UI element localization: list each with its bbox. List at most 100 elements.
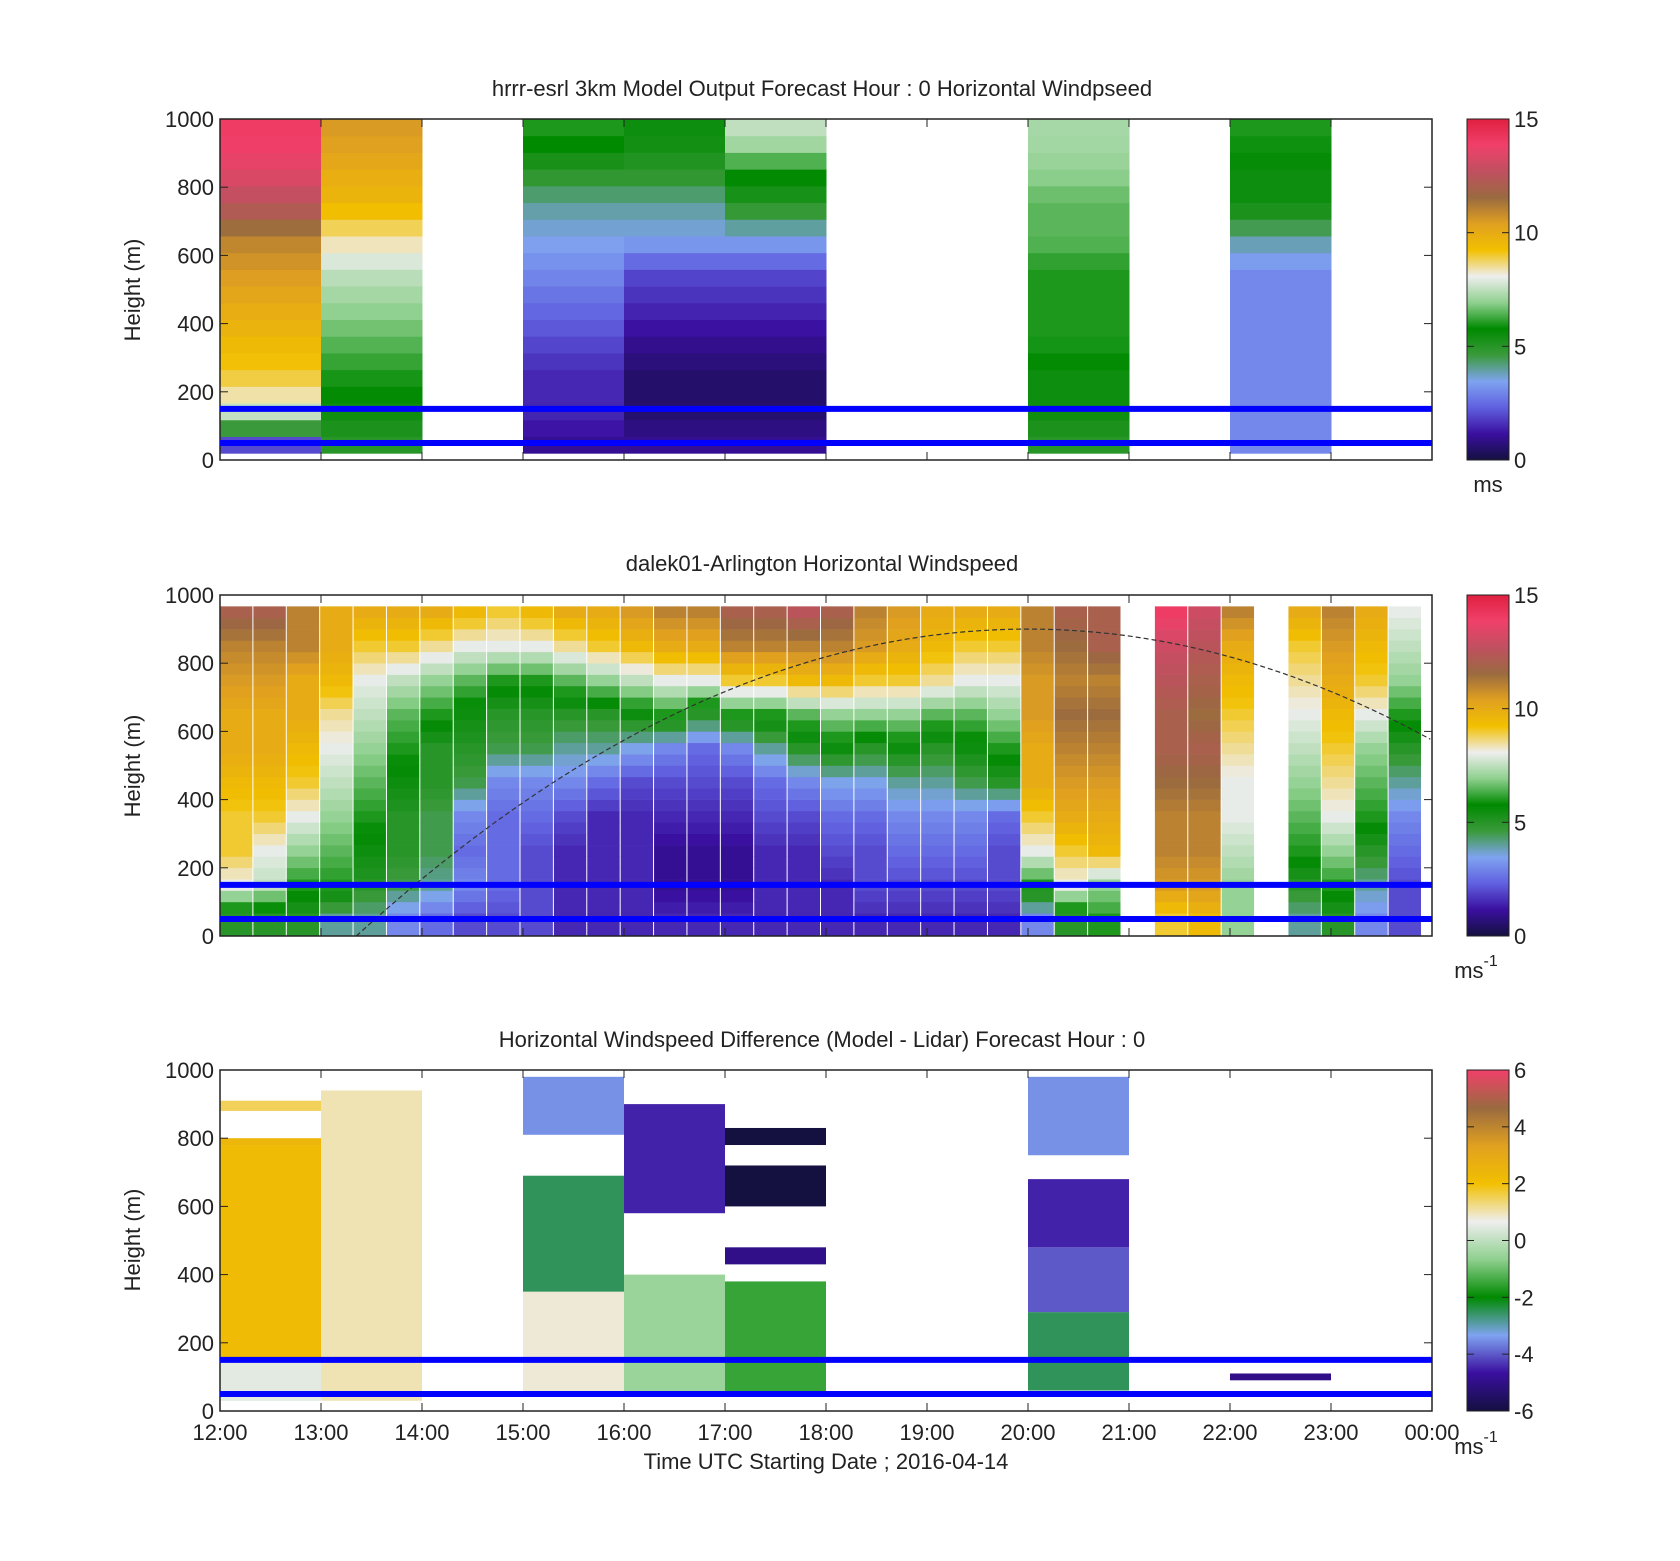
lidar-cell [420, 901, 453, 914]
lidar-cell [654, 720, 687, 732]
lidar-cell [821, 890, 854, 903]
lidar-cell [553, 776, 587, 789]
lidar-cell [854, 651, 887, 664]
model-cell [1230, 386, 1332, 404]
lidar-cell [987, 720, 1021, 732]
lidar-cell [1088, 845, 1121, 857]
lidar-cell [1221, 640, 1255, 653]
lidar-cell [553, 924, 587, 937]
lidar-cell [1221, 788, 1255, 800]
model-cell [220, 386, 322, 404]
difference-axis-ticks: 0 200 400 600 800 1000 [165, 1058, 1433, 1424]
lidar-cell [787, 856, 820, 869]
lidar-cell [1355, 720, 1388, 732]
lidar-cell [1288, 697, 1321, 709]
lidar-cell [1355, 810, 1388, 823]
lidar-cell [987, 833, 1021, 846]
lidar-cell [1021, 799, 1054, 812]
lidar-cell [720, 742, 754, 755]
lidar-cell [787, 617, 820, 630]
lidar-cell [620, 674, 654, 687]
lidar-cell [1321, 640, 1355, 653]
y-tick-label: 400 [177, 788, 214, 813]
lidar-cell [854, 697, 887, 709]
lidar-cell [654, 663, 687, 675]
model-cell [523, 269, 625, 287]
lidar-cell [821, 788, 854, 800]
difference-cell [523, 1175, 624, 1292]
lidar-cell [487, 697, 520, 709]
lidar-cell [286, 788, 320, 800]
model-cell [1028, 286, 1130, 304]
lidar-cell [553, 663, 587, 675]
lidar-cell [887, 617, 921, 630]
lidar-cell [286, 799, 320, 812]
lidar-cell [1054, 754, 1088, 766]
lidar-cell [754, 640, 787, 653]
lidar-cell [954, 640, 987, 653]
model-cell [321, 252, 423, 270]
lidar-cell [1088, 697, 1121, 709]
x-tick-label: 22:00 [1202, 1420, 1257, 1445]
lidar-cell [1054, 685, 1088, 698]
model-cell [624, 336, 726, 354]
lidar-cell [1221, 617, 1255, 630]
lidar-cell [1021, 640, 1054, 653]
lidar-cell [1321, 754, 1355, 766]
model-heatmap [220, 119, 1332, 454]
lidar-cell [520, 845, 553, 857]
lidar-cell [720, 606, 754, 619]
model-cell [321, 336, 423, 354]
model-cell [321, 319, 423, 337]
lidar-cell [1021, 720, 1054, 732]
lidar-cell [687, 867, 720, 880]
lidar-cell [921, 674, 954, 687]
lidar-cell [587, 799, 620, 812]
lidar-cell [1088, 901, 1121, 914]
lidar-cell [1288, 822, 1321, 834]
model-cell [1028, 269, 1130, 287]
lidar-cell [353, 788, 386, 800]
difference-cell [1028, 1179, 1129, 1248]
lidar-cell [286, 731, 320, 744]
lidar-cell [1054, 731, 1088, 744]
lidar-cell [787, 731, 820, 744]
lidar-cell [1388, 788, 1421, 800]
model-cell [220, 352, 322, 371]
lidar-cell [520, 822, 553, 834]
lidar-cell [854, 720, 887, 732]
model-cell [523, 319, 625, 337]
lidar-cell [754, 720, 787, 732]
model-cell [321, 286, 423, 304]
lidar-cell [253, 776, 286, 789]
y-tick-label: 1000 [165, 583, 214, 608]
lidar-cell [553, 640, 587, 653]
lidar-cell [220, 901, 253, 914]
lidar-cell [520, 856, 553, 869]
lidar-cell [954, 629, 987, 641]
lidar-cell [987, 845, 1021, 857]
lidar-cell [687, 742, 720, 755]
lidar-cell [787, 663, 820, 675]
lidar-cell [420, 845, 453, 857]
lidar-cell [1154, 685, 1188, 698]
lidar-cell [1355, 856, 1388, 869]
lidar-cell [453, 845, 487, 857]
lidar-cell [821, 720, 854, 732]
lidar-cell [1221, 720, 1255, 732]
lidar-cell [220, 765, 253, 778]
lidar-cell [220, 924, 253, 937]
lidar-cell [987, 617, 1021, 630]
lidar-cell [587, 810, 620, 823]
lidar-cell [353, 901, 386, 914]
lidar-cell [520, 810, 553, 823]
model-cell [523, 419, 625, 437]
lidar-cell [887, 640, 921, 653]
lidar-cell [420, 663, 453, 675]
lidar-cell [386, 810, 420, 823]
lidar-cell [1088, 754, 1121, 766]
lidar-cell [320, 765, 353, 778]
lidar-cell [1388, 901, 1421, 914]
lidar-cell [1388, 606, 1421, 619]
lidar-cell [453, 776, 487, 789]
